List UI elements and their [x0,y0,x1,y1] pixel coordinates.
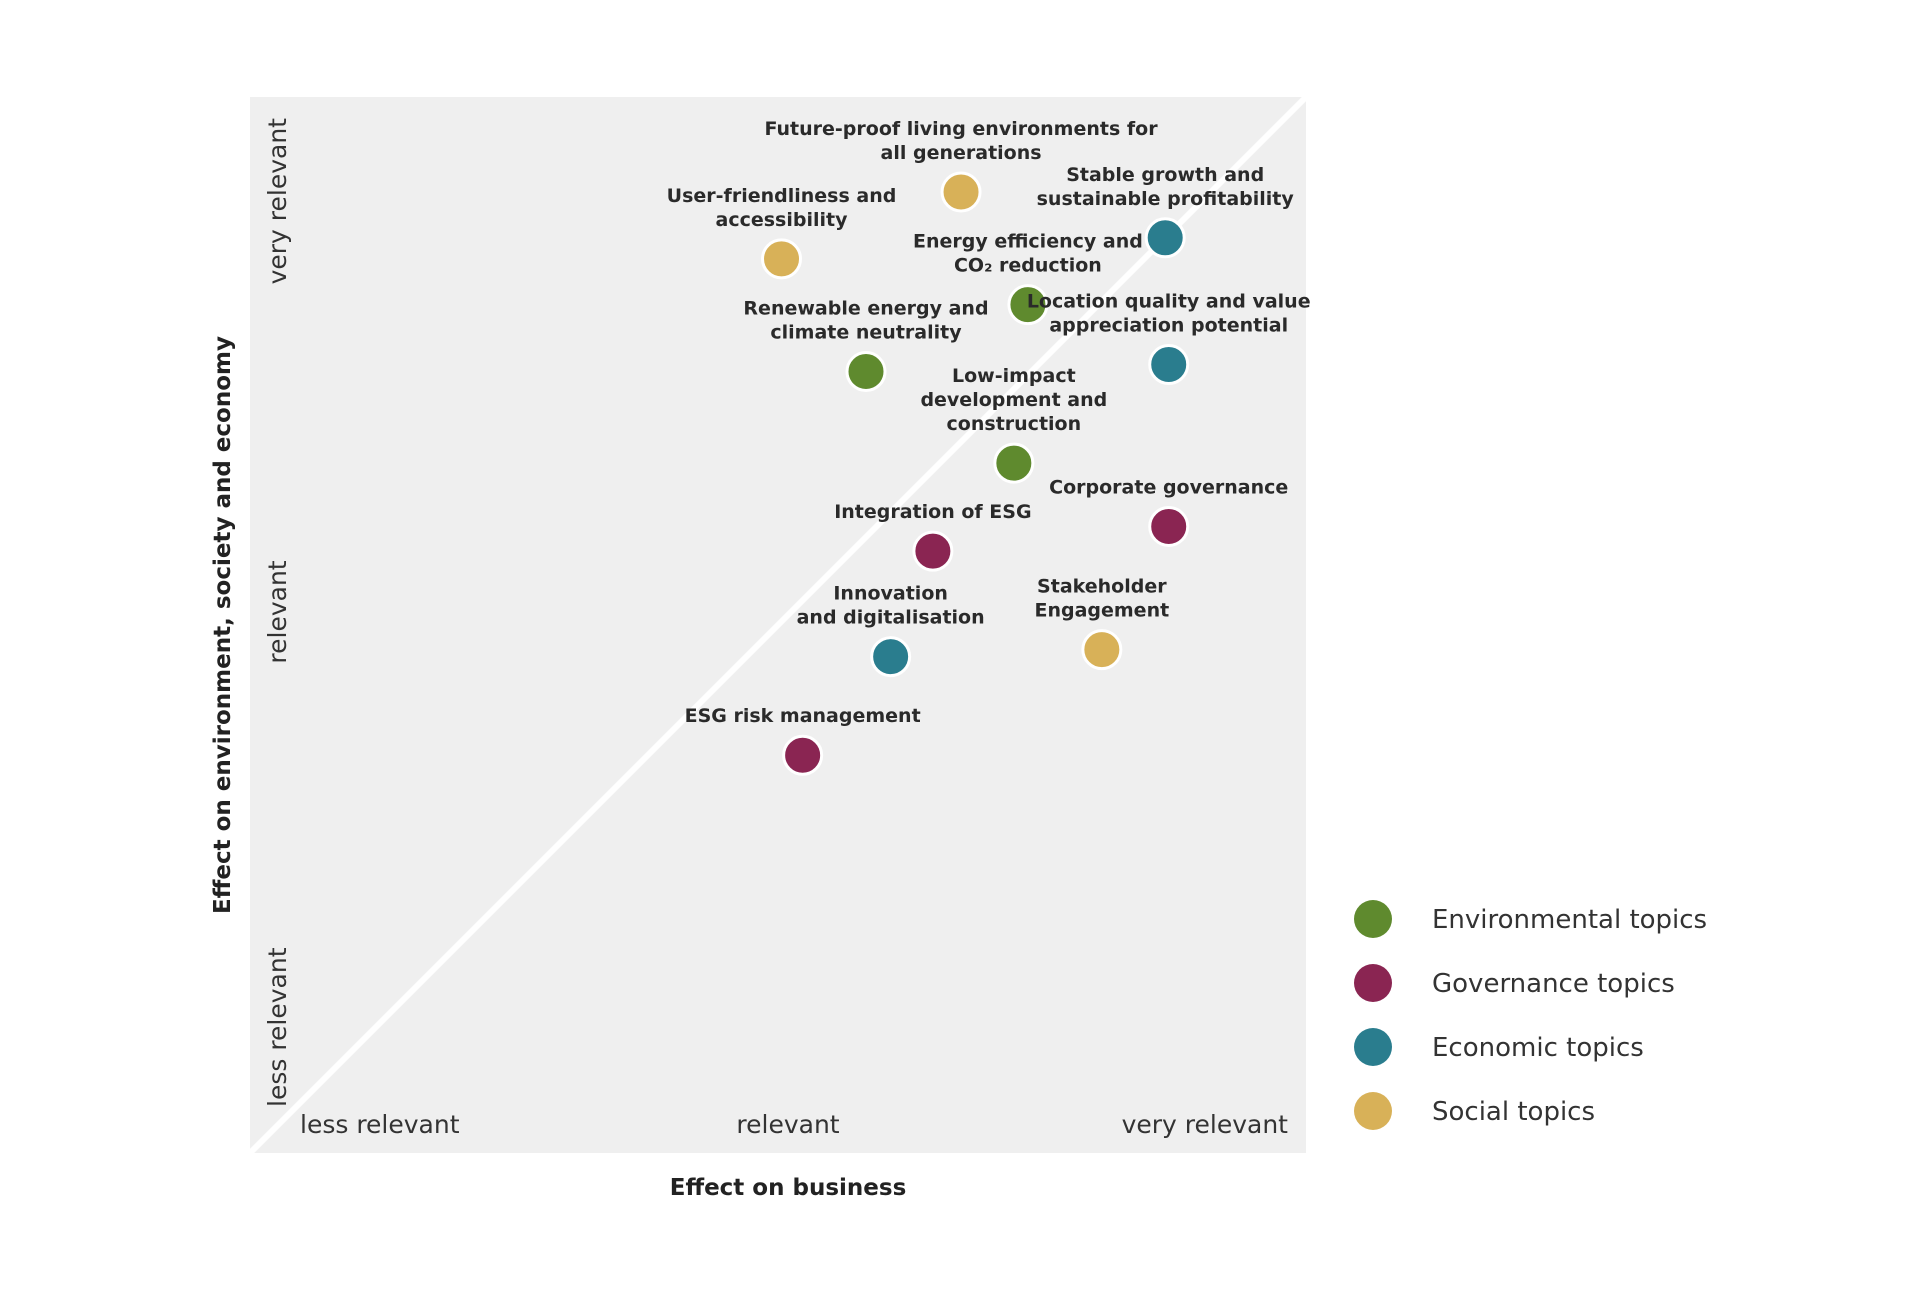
point-location-quality-and-value-appreciation-potential [1148,344,1190,386]
x-tick-very-relevant: very relevant [1122,1110,1289,1139]
y-tick-less-relevant: less relevant [263,947,292,1107]
label-energy-efficiency-and-co-reduction: Energy efficiency and CO₂ reduction [913,231,1143,277]
legend-swatch-economic-topics [1354,1028,1392,1066]
point-innovation-and-digitalisation [870,636,912,678]
label-esg-risk-management: ESG risk management [685,705,921,727]
point-stakeholder-engagement [1081,629,1123,671]
legend-swatch-governance-topics [1354,964,1392,1002]
axis-ticks: less relevant relevant very relevant less r… [263,118,1288,1139]
data-points: Energy efficiency and CO₂ reduction Renewa… [667,118,1311,776]
y-axis-title: Effect on environment, society and econo… [210,336,236,914]
point-low-impact-development-and-construction [993,442,1035,484]
legend: Environmental topics Governance topics Eco… [1354,900,1707,1130]
x-axis-title: Effect on business [670,1175,907,1201]
y-tick-relevant: relevant [263,560,292,663]
point-renewable-energy-and-climate-neutrality [845,351,887,393]
label-stakeholder-engagement: Stakeholder Engagement [1034,576,1169,622]
legend-label-environmental-topics: Environmental topics [1432,905,1707,935]
label-stable-growth-and-sustainable-profitability: Stable growth and sustainable profitabili… [1037,164,1295,210]
legend-swatch-environmental-topics [1354,900,1392,938]
point-energy-efficiency-and-co-reduction [1007,284,1049,326]
legend-label-social-topics: Social topics [1432,1097,1595,1127]
label-user-friendliness-and-accessibility: User-friendliness and accessibility [667,185,897,231]
y-tick-very-relevant: very relevant [263,118,292,285]
point-stable-growth-and-sustainable-profitability [1144,217,1186,259]
x-tick-less-relevant: less relevant [300,1110,460,1139]
label-renewable-energy-and-climate-neutrality: Renewable energy and climate neutrality [743,298,988,344]
point-user-friendliness-and-accessibility [761,238,803,280]
label-integration-of-esg: Integration of ESG [834,501,1031,523]
x-tick-relevant: relevant [736,1110,839,1139]
diagonal-reference-line [247,94,1309,1156]
label-innovation-and-digitalisation: Innovation and digitalisation [797,583,985,629]
label-corporate-governance: Corporate governance [1049,476,1288,498]
point-esg-risk-management [782,734,824,776]
legend-swatch-social-topics [1354,1092,1392,1130]
point-integration-of-esg [912,530,954,572]
label-location-quality-and-value-appreciation-potential: Location quality and value appreciation p… [1027,291,1311,337]
legend-label-governance-topics: Governance topics [1432,969,1675,999]
label-future-proof-living-environments-for-all-generations: Future-proof living environments for all … [764,118,1158,164]
point-corporate-governance [1148,505,1190,547]
point-future-proof-living-environments-for-all-generations [940,171,982,213]
label-low-impact-development-and-construction: Low-impact development and construction [920,365,1107,435]
legend-label-economic-topics: Economic topics [1432,1033,1644,1063]
